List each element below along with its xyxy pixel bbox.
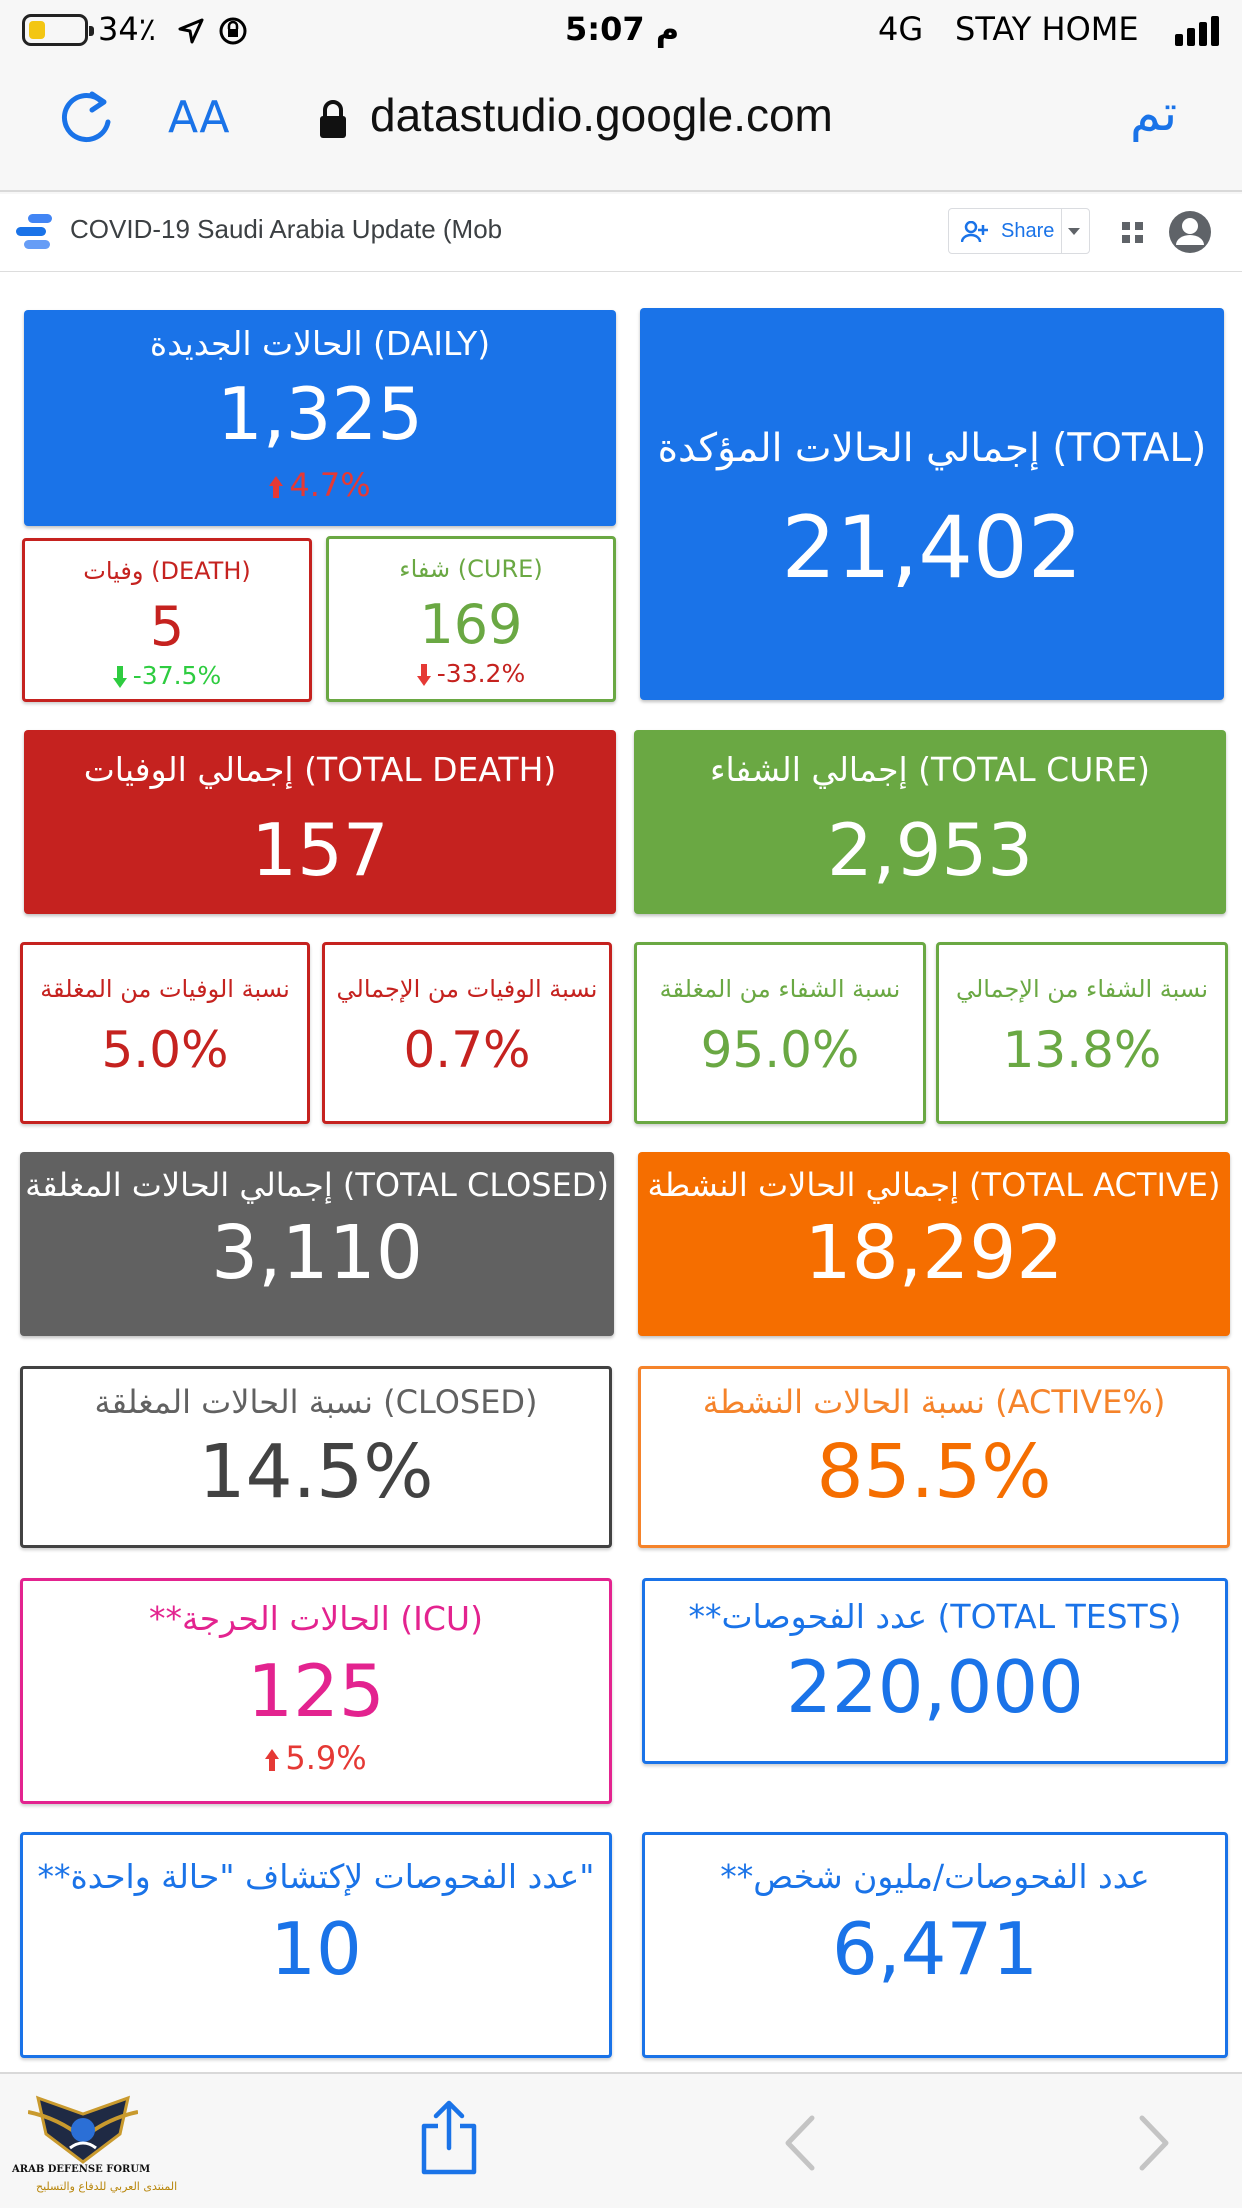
icu-label: **الحالات الحرجة (ICU) — [149, 1599, 483, 1638]
death-value: 5 — [149, 595, 185, 658]
cure-card: شفاء (CURE) 169 -33.2% — [326, 536, 616, 702]
total-confirmed-label: إجمالي الحالات المؤكدة (TOTAL) — [657, 426, 1207, 471]
closed-pct-label: نسبة الحالات المغلقة (CLOSED) — [94, 1383, 538, 1421]
battery-icon — [22, 14, 94, 46]
cure-label: شفاء (CURE) — [399, 555, 543, 583]
report-title: COVID-19 Saudi Arabia Update (Mob — [70, 214, 503, 244]
arrow-down-icon — [112, 666, 127, 688]
daily-cases-label: الحالات الجديدة (DAILY) — [149, 324, 491, 363]
tests-per-million-card: **عدد الفحوصات/مليون شخص 6,471 — [642, 1832, 1228, 2058]
total-confirmed-value: 21,402 — [781, 498, 1083, 598]
clock: 5:07 م — [565, 10, 680, 48]
death-card: وفيات (DEATH) 5 -37.5% — [22, 538, 312, 702]
closed-pct-card: نسبة الحالات المغلقة (CLOSED) 14.5% — [20, 1366, 612, 1548]
status-bar: 34٪ 5:07 م 4G STAY HOME — [0, 0, 1242, 62]
total-death-label: إجمالي الوفيات (TOTAL DEATH) — [83, 750, 557, 789]
cure-closed-pct-value: 95.0% — [700, 1021, 860, 1079]
network-type: 4G — [878, 10, 924, 48]
daily-cases-value: 1,325 — [216, 372, 424, 456]
arrow-up-icon — [265, 1749, 280, 1771]
total-active-label: إجمالي الحالات النشطة (TOTAL ACTIVE) — [647, 1166, 1221, 1204]
death-closed-pct-card: نسبة الوفيات من المغلقة 5.0% — [20, 942, 310, 1124]
total-death-value: 157 — [251, 808, 389, 892]
signal-bars-icon — [1175, 16, 1225, 46]
cure-change: -33.2% — [329, 659, 613, 688]
total-death-card: إجمالي الوفيات (TOTAL DEATH) 157 — [24, 730, 616, 914]
report-header: COVID-19 Saudi Arabia Update (Mob Share — [0, 194, 1242, 272]
arrow-up-icon — [269, 476, 284, 498]
watermark-line-2: المنتدى العربي للدفاع والتسليح — [36, 2180, 178, 2193]
death-closed-pct-label: نسبة الوفيات من المغلقة — [40, 975, 290, 1003]
share-label: Share — [1001, 220, 1055, 242]
battery-percentage: 34٪ — [98, 10, 156, 48]
total-closed-value: 3,110 — [211, 1210, 423, 1296]
death-total-pct-card: نسبة الوفيات من الإجمالي 0.7% — [322, 942, 612, 1124]
url-field[interactable]: datastudio.google.com — [370, 89, 833, 141]
forward-arrow-icon[interactable] — [1136, 2114, 1172, 2172]
watermark-line-1: ARAB DEFENSE FORUM — [12, 2164, 151, 2175]
icu-change: 5.9% — [23, 1739, 609, 1777]
rotation-lock-icon — [219, 17, 247, 45]
daily-cases-change: 4.7% — [24, 466, 616, 504]
tests-per-case-card: **عدد الفحوصات لإكتشاف "حالة واحدة" 10 — [20, 1832, 612, 2058]
browser-toolbar: ARAB DEFENSE FORUM المنتدى العربي للدفاع… — [0, 2072, 1242, 2208]
total-active-value: 18,292 — [804, 1210, 1064, 1296]
total-cure-card: إجمالي الشفاء (TOTAL CURE) 2,953 — [634, 730, 1226, 914]
daily-cases-card: الحالات الجديدة (DAILY) 1,325 4.7% — [24, 310, 616, 526]
cure-value: 169 — [419, 593, 523, 656]
total-confirmed-card: إجمالي الحالات المؤكدة (TOTAL) 21,402 — [640, 308, 1224, 700]
icu-card: **الحالات الحرجة (ICU) 125 5.9% — [20, 1578, 612, 1804]
total-closed-card: إجمالي الحالات المغلقة (TOTAL CLOSED) 3,… — [20, 1152, 614, 1336]
share-icon[interactable] — [418, 2100, 480, 2176]
tests-per-million-label: **عدد الفحوصات/مليون شخص — [720, 1857, 1150, 1896]
active-pct-card: نسبة الحالات النشطة (ACTIVE%) 85.5% — [638, 1366, 1230, 1548]
total-tests-value: 220,000 — [786, 1645, 1084, 1729]
share-button[interactable]: Share — [948, 208, 1090, 254]
done-button[interactable]: تم — [1130, 84, 1178, 142]
carrier-name: STAY HOME — [955, 10, 1139, 48]
back-arrow-icon[interactable] — [782, 2114, 818, 2172]
closed-pct-value: 14.5% — [198, 1429, 434, 1515]
total-cure-label: إجمالي الشفاء (TOTAL CURE) — [709, 750, 1151, 789]
dashboard: الحالات الجديدة (DAILY) 1,325 4.7% إجمال… — [0, 272, 1242, 2072]
death-closed-pct-value: 5.0% — [101, 1021, 229, 1079]
active-pct-label: نسبة الحالات النشطة (ACTIVE%) — [702, 1383, 1166, 1421]
icu-value: 125 — [247, 1649, 385, 1733]
cure-total-pct-label: نسبة الشفاء من الإجمالي — [955, 975, 1209, 1003]
total-tests-label: **عدد الفحوصات (TOTAL TESTS) — [688, 1597, 1182, 1636]
lock-icon — [320, 100, 346, 138]
location-icon — [178, 18, 204, 44]
total-tests-card: **عدد الفحوصات (TOTAL TESTS) 220,000 — [642, 1578, 1228, 1764]
death-total-pct-value: 0.7% — [403, 1021, 531, 1079]
tests-per-million-value: 6,471 — [831, 1907, 1039, 1991]
data-studio-logo-icon — [16, 214, 52, 249]
tests-per-case-label: **عدد الفحوصات لإكتشاف "حالة واحدة" — [37, 1857, 595, 1896]
add-person-icon — [961, 221, 988, 243]
cure-total-pct-card: نسبة الشفاء من الإجمالي 13.8% — [936, 942, 1228, 1124]
cure-closed-pct-card: نسبة الشفاء من المغلقة 95.0% — [634, 942, 926, 1124]
cure-total-pct-value: 13.8% — [1002, 1021, 1162, 1079]
chevron-down-icon[interactable] — [1067, 227, 1081, 237]
apps-grid-icon[interactable] — [1120, 220, 1146, 246]
browser-address-bar: AA datastudio.google.com تم — [0, 62, 1242, 192]
death-label: وفيات (DEATH) — [83, 557, 251, 585]
cure-closed-pct-label: نسبة الشفاء من المغلقة — [659, 975, 901, 1003]
text-size-button[interactable]: AA — [168, 92, 230, 143]
total-active-card: إجمالي الحالات النشطة (TOTAL ACTIVE) 18,… — [638, 1152, 1230, 1336]
arrow-down-icon — [416, 664, 431, 686]
account-avatar-icon[interactable] — [1168, 210, 1212, 254]
death-change: -37.5% — [25, 661, 309, 690]
active-pct-value: 85.5% — [816, 1429, 1052, 1515]
total-closed-label: إجمالي الحالات المغلقة (TOTAL CLOSED) — [25, 1166, 609, 1204]
forum-emblem-icon — [28, 2095, 138, 2164]
forum-watermark-logo: ARAB DEFENSE FORUM المنتدى العربي للدفاع… — [8, 2088, 177, 2208]
reload-icon[interactable] — [60, 88, 116, 148]
death-total-pct-label: نسبة الوفيات من الإجمالي — [336, 975, 598, 1003]
tests-per-case-value: 10 — [270, 1907, 362, 1991]
total-cure-value: 2,953 — [826, 808, 1034, 892]
